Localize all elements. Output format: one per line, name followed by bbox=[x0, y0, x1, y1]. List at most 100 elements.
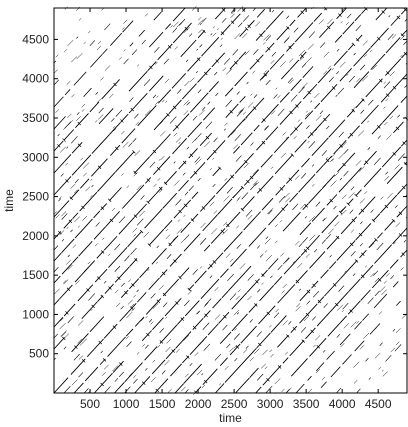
recurrence-point bbox=[264, 366, 268, 370]
recurrence-segment bbox=[222, 324, 228, 331]
recurrence-segment bbox=[175, 331, 192, 349]
recurrence-segment bbox=[233, 146, 241, 154]
recurrence-segment bbox=[365, 357, 369, 362]
recurrence-segment bbox=[349, 209, 354, 214]
x-tick-label: 2500 bbox=[221, 397, 248, 411]
recurrence-segment bbox=[250, 142, 254, 146]
recurrence-tick bbox=[392, 85, 397, 90]
recurrence-segment bbox=[133, 203, 147, 218]
y-tick-label: 2500 bbox=[22, 190, 49, 204]
recurrence-point bbox=[235, 295, 240, 301]
recurrence-segment bbox=[181, 199, 192, 210]
recurrence-point bbox=[102, 237, 105, 240]
recurrence-segment bbox=[183, 234, 190, 241]
recurrence-segment bbox=[53, 299, 60, 306]
recurrence-segment bbox=[214, 71, 218, 76]
recurrence-segment bbox=[212, 298, 222, 309]
recurrence-tick bbox=[134, 257, 138, 262]
recurrence-point bbox=[369, 49, 373, 53]
recurrence-segment bbox=[347, 125, 360, 139]
recurrence-segment bbox=[133, 156, 150, 174]
recurrence-segment bbox=[215, 383, 225, 394]
recurrence-point bbox=[180, 386, 186, 392]
recurrence-segment bbox=[359, 64, 366, 71]
recurrence-point bbox=[311, 183, 315, 187]
recurrence-segment bbox=[179, 267, 190, 279]
recurrence-segment bbox=[252, 7, 256, 12]
recurrence-segment bbox=[177, 89, 182, 94]
recurrence-segment bbox=[169, 253, 182, 267]
recurrence-segment bbox=[313, 248, 318, 253]
recurrence-diagonal-upper-21 bbox=[53, 15, 290, 273]
recurrence-segment bbox=[154, 46, 160, 53]
recurrence-tick bbox=[323, 117, 327, 122]
recurrence-point bbox=[60, 330, 67, 337]
recurrence-point bbox=[90, 195, 93, 198]
recurrence-tick bbox=[258, 188, 263, 192]
recurrence-point bbox=[295, 241, 300, 246]
recurrence-point bbox=[359, 198, 365, 204]
recurrence-segment bbox=[360, 221, 363, 225]
recurrence-segment bbox=[265, 79, 271, 86]
recurrence-segment bbox=[134, 376, 151, 394]
recurrence-segment bbox=[326, 194, 338, 206]
recurrence-segment bbox=[234, 71, 248, 87]
recurrence-point bbox=[178, 141, 181, 144]
recurrence-segment bbox=[317, 68, 332, 84]
recurrence-segment bbox=[158, 89, 172, 104]
recurrence-point bbox=[346, 73, 349, 76]
recurrence-segment bbox=[350, 251, 356, 257]
recurrence-tick bbox=[213, 149, 217, 154]
recurrence-point bbox=[352, 106, 357, 111]
recurrence-segment bbox=[219, 357, 228, 366]
recurrence-segment bbox=[315, 164, 324, 174]
x-tick-label: 4500 bbox=[365, 397, 392, 411]
recurrence-segment bbox=[178, 180, 189, 192]
recurrence-tick bbox=[374, 237, 378, 242]
recurrence-segment bbox=[202, 107, 216, 121]
recurrence-tick bbox=[304, 204, 309, 208]
recurrence-segment bbox=[335, 94, 338, 97]
recurrence-segment bbox=[334, 34, 343, 43]
recurrence-point bbox=[386, 134, 392, 140]
recurrence-segment bbox=[300, 249, 308, 256]
recurrence-segment bbox=[147, 193, 157, 203]
recurrence-point bbox=[212, 157, 215, 160]
recurrence-tick bbox=[342, 162, 346, 167]
recurrence-segment bbox=[324, 278, 341, 297]
recurrence-tick bbox=[358, 232, 363, 237]
recurrence-segment bbox=[393, 121, 404, 134]
recurrence-segment bbox=[184, 389, 189, 394]
recurrence-tick bbox=[261, 140, 266, 145]
recurrence-segment bbox=[404, 19, 408, 22]
recurrence-segment bbox=[396, 300, 401, 306]
recurrence-segment bbox=[397, 114, 401, 118]
recurrence-segment bbox=[256, 140, 266, 151]
recurrence-tick bbox=[252, 106, 257, 110]
recurrence-point bbox=[385, 98, 389, 102]
recurrence-segment bbox=[299, 51, 307, 59]
recurrence-segment bbox=[186, 146, 190, 150]
recurrence-segment bbox=[240, 132, 253, 146]
recurrence-point bbox=[223, 221, 228, 226]
recurrence-tick bbox=[77, 143, 82, 147]
recurrence-segment bbox=[183, 363, 202, 384]
recurrence-segment bbox=[161, 370, 166, 375]
recurrence-segment bbox=[120, 305, 124, 310]
recurrence-segment bbox=[184, 191, 189, 196]
recurrence-point bbox=[127, 299, 133, 305]
recurrence-segment bbox=[232, 186, 244, 199]
recurrence-segment bbox=[165, 23, 172, 30]
recurrence-point bbox=[243, 117, 248, 122]
recurrence-segment bbox=[225, 211, 241, 228]
recurrence-segment bbox=[386, 166, 403, 184]
recurrence-point bbox=[387, 192, 393, 199]
recurrence-segment bbox=[390, 15, 401, 26]
recurrence-point bbox=[81, 109, 85, 112]
recurrence-point bbox=[143, 231, 150, 238]
x-axis-ticks: 500 1000 1500 2000 2500 3000 3500 4000 4500 bbox=[80, 8, 392, 411]
recurrence-segment bbox=[101, 79, 120, 100]
recurrence-diagonal-upper-1 bbox=[71, 7, 388, 353]
recurrence-tick bbox=[100, 382, 104, 387]
recurrence-point bbox=[81, 338, 87, 345]
